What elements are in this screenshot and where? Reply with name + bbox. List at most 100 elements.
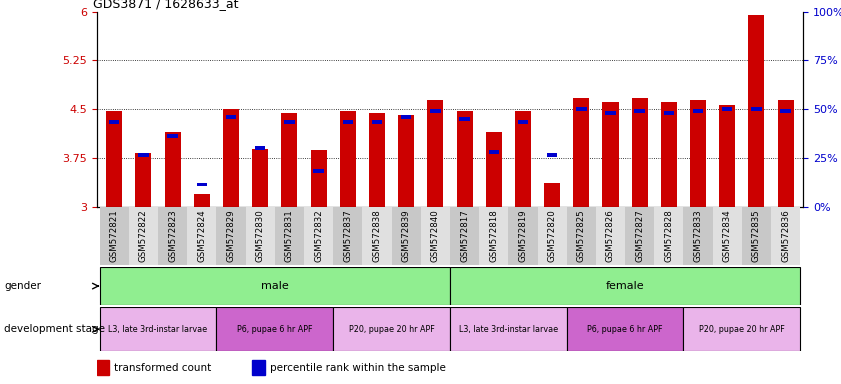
Bar <box>99 267 450 305</box>
Text: percentile rank within the sample: percentile rank within the sample <box>270 362 446 373</box>
Bar <box>420 207 450 265</box>
Bar <box>333 207 362 265</box>
Text: P6, pupae 6 hr APF: P6, pupae 6 hr APF <box>237 325 313 334</box>
Text: GSM572821: GSM572821 <box>109 209 119 262</box>
Bar <box>567 307 684 351</box>
Bar <box>369 113 385 207</box>
Bar <box>304 207 333 265</box>
Bar <box>216 207 246 265</box>
Bar <box>197 182 207 187</box>
Text: GSM572840: GSM572840 <box>431 209 440 262</box>
Text: GSM572822: GSM572822 <box>139 209 148 262</box>
Bar <box>654 207 684 265</box>
Bar <box>188 207 216 265</box>
Bar <box>450 267 801 305</box>
Bar <box>625 207 654 265</box>
Text: GSM572818: GSM572818 <box>489 209 498 262</box>
Bar <box>712 207 742 265</box>
Bar <box>427 99 443 207</box>
Bar <box>719 105 735 207</box>
Bar <box>459 117 470 121</box>
Text: GSM572826: GSM572826 <box>606 209 615 262</box>
Text: female: female <box>606 281 644 291</box>
Text: L3, late 3rd-instar larvae: L3, late 3rd-instar larvae <box>108 325 208 334</box>
Bar <box>372 120 382 124</box>
Bar <box>602 102 618 207</box>
Text: GSM572830: GSM572830 <box>256 209 265 262</box>
Bar <box>479 207 508 265</box>
Text: transformed count: transformed count <box>114 362 212 373</box>
Text: GSM572834: GSM572834 <box>722 209 732 262</box>
Bar <box>362 207 392 265</box>
Bar <box>252 360 265 375</box>
Bar <box>567 207 596 265</box>
Bar <box>748 15 764 207</box>
Bar <box>634 109 645 113</box>
Bar <box>508 207 537 265</box>
Bar <box>167 134 177 138</box>
Bar <box>99 207 129 265</box>
Text: GSM572832: GSM572832 <box>314 209 323 262</box>
Text: GSM572823: GSM572823 <box>168 209 177 262</box>
Bar <box>664 111 674 115</box>
Text: GSM572825: GSM572825 <box>577 209 586 262</box>
Bar <box>282 113 298 207</box>
Bar <box>129 207 158 265</box>
Bar <box>684 207 712 265</box>
Bar <box>392 207 420 265</box>
Bar <box>398 115 414 207</box>
Text: male: male <box>261 281 288 291</box>
Text: P6, pupae 6 hr APF: P6, pupae 6 hr APF <box>587 325 663 334</box>
Text: GSM572827: GSM572827 <box>635 209 644 262</box>
Bar <box>778 99 794 207</box>
Bar <box>693 109 703 113</box>
Bar <box>401 115 411 119</box>
Bar <box>450 207 479 265</box>
Bar <box>216 307 333 351</box>
Bar <box>246 207 275 265</box>
Bar <box>722 108 733 111</box>
Bar <box>489 150 499 154</box>
Text: GSM572817: GSM572817 <box>460 209 469 262</box>
Bar <box>255 146 266 150</box>
Text: GSM572824: GSM572824 <box>198 209 206 262</box>
Bar <box>314 169 324 173</box>
Bar <box>742 207 771 265</box>
Bar <box>518 120 528 124</box>
Bar <box>450 307 567 351</box>
Bar <box>193 194 210 207</box>
Bar <box>751 108 762 111</box>
Bar <box>310 150 326 207</box>
Bar <box>515 111 531 207</box>
Bar <box>684 307 801 351</box>
Text: GSM572839: GSM572839 <box>402 209 410 262</box>
Bar <box>109 120 119 124</box>
Bar <box>106 111 122 207</box>
Bar <box>223 109 239 207</box>
Text: gender: gender <box>4 281 41 291</box>
Bar <box>576 108 586 111</box>
Bar <box>574 98 590 207</box>
Bar <box>430 109 441 113</box>
Text: GSM572819: GSM572819 <box>518 209 527 262</box>
Bar <box>99 307 216 351</box>
Text: P20, pupae 20 hr APF: P20, pupae 20 hr APF <box>699 325 785 334</box>
Text: L3, late 3rd-instar larvae: L3, late 3rd-instar larvae <box>458 325 558 334</box>
Text: GSM572831: GSM572831 <box>285 209 294 262</box>
Bar <box>771 207 801 265</box>
Bar <box>690 99 706 207</box>
Bar <box>632 98 648 207</box>
Bar <box>138 153 149 157</box>
Bar <box>544 182 560 207</box>
Text: GSM572829: GSM572829 <box>226 209 235 262</box>
Bar <box>537 207 567 265</box>
Text: development stage: development stage <box>4 324 105 334</box>
Bar <box>165 132 181 207</box>
Bar <box>547 153 558 157</box>
Bar <box>284 120 294 124</box>
Bar <box>333 307 450 351</box>
Text: P20, pupae 20 hr APF: P20, pupae 20 hr APF <box>349 325 435 334</box>
Bar <box>342 120 353 124</box>
Text: GSM572837: GSM572837 <box>343 209 352 262</box>
Text: GSM572828: GSM572828 <box>664 209 674 262</box>
